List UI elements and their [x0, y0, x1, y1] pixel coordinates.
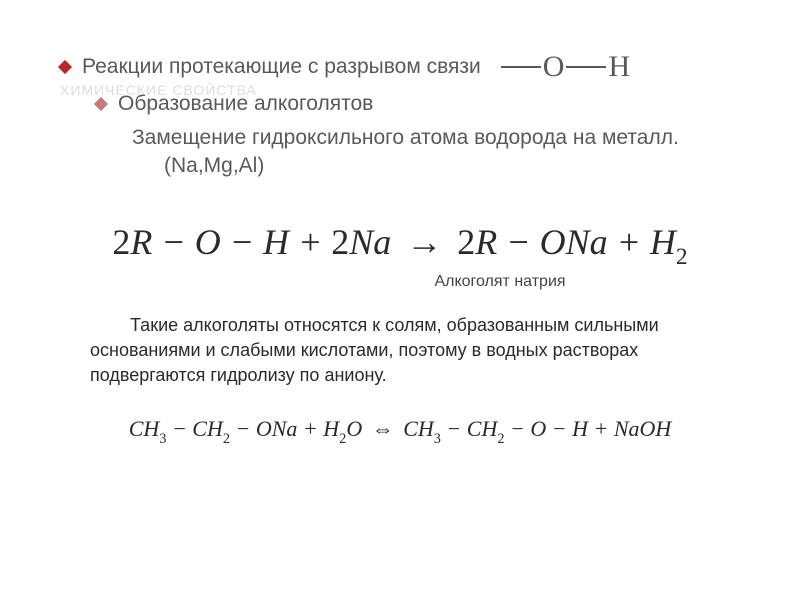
bond-line-icon — [566, 66, 606, 68]
diamond-icon — [94, 97, 108, 111]
paragraph: Такие алкоголяты относятся к солям, обра… — [90, 313, 710, 389]
oh-bond-formula: O H — [499, 50, 630, 84]
equation-main: 2R − O − H + 2Na → 2R − ONa + H2 — [60, 221, 740, 269]
sub-line1: Замещение гидроксильного атома водорода … — [132, 126, 679, 149]
bullet-item-1: Реакции протекающие с разрывом связи O H — [60, 50, 740, 84]
equation-secondary: CH3 − CH2 − ONa + H2O ⇔ CH3 − CH2 − O − … — [60, 416, 740, 446]
bullet-1-text: Реакции протекающие с разрывом связи — [82, 55, 481, 79]
oh-h: H — [608, 50, 630, 84]
bond-line-icon — [501, 66, 541, 68]
background-title: ХИМИЧЕСКИЕ СВОЙСТВА — [60, 82, 257, 98]
sub-line2: (Na,Mg,Al) — [164, 152, 740, 180]
diamond-icon — [58, 60, 72, 74]
sub-body: Замещение гидроксильного атома водорода … — [132, 124, 740, 181]
oh-o: O — [543, 50, 565, 84]
equation-main-label: Алкоголят натрия — [260, 273, 740, 291]
slide-root: ХИМИЧЕСКИЕ СВОЙСТВА Реакции протекающие … — [0, 0, 800, 600]
